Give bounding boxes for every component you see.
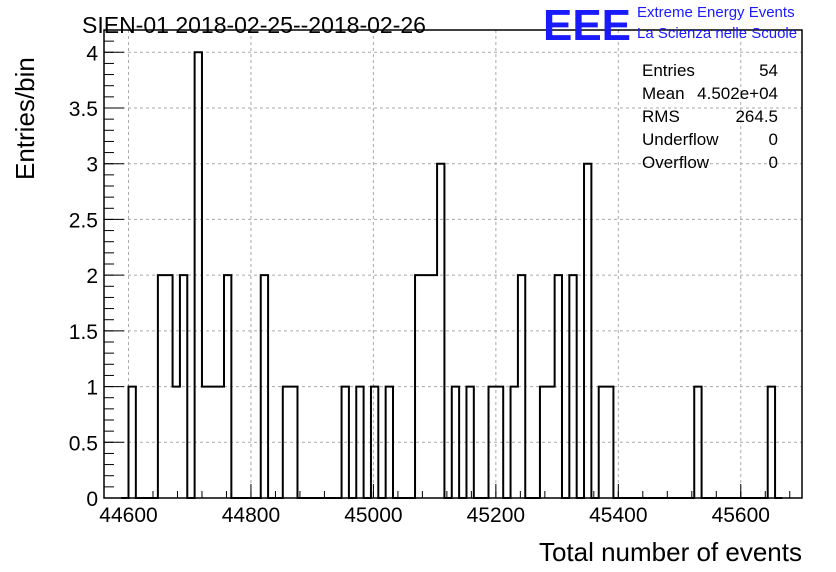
stats-label: Entries — [642, 61, 695, 80]
x-axis-ticks: 44600 44800 45000 45200 45400 45600 — [99, 484, 791, 527]
y-tick-label: 4 — [86, 42, 98, 65]
y-axis-label: Entries/bin — [10, 57, 40, 180]
chart-title: SIEN-01 2018-02-25--2018-02-26 — [82, 12, 426, 38]
stats-value: 0 — [769, 130, 778, 149]
x-tick-label: 45400 — [589, 504, 647, 527]
y-tick-label: 3 — [86, 154, 98, 177]
y-tick-label: 2 — [86, 265, 98, 288]
x-tick-label: 45600 — [712, 504, 770, 527]
stats-label: Underflow — [642, 130, 719, 149]
stats-label: Mean — [642, 84, 685, 103]
stats-label: RMS — [642, 107, 680, 126]
x-tick-label: 45000 — [344, 504, 402, 527]
y-tick-label: 0.5 — [69, 432, 98, 455]
stats-value: 264.5 — [735, 107, 778, 126]
eee-logo-mark: EEE — [543, 1, 631, 50]
y-axis-ticks: 0 0.5 1 1.5 2 2.5 3 3.5 4 — [69, 29, 124, 511]
grid — [104, 30, 802, 498]
eee-logo-line1: Extreme Energy Events — [637, 4, 795, 21]
y-tick-label: 1.5 — [69, 321, 98, 344]
y-tick-label: 3.5 — [69, 98, 98, 121]
y-tick-label: 1 — [86, 377, 98, 400]
y-tick-label: 0 — [86, 488, 98, 511]
x-tick-label: 44600 — [99, 504, 157, 527]
eee-logo-line2: La Scienza nelle Scuole — [637, 25, 797, 42]
eee-logo: EEE Extreme Energy Events La Scienza nel… — [543, 1, 797, 50]
x-tick-label: 44800 — [222, 504, 280, 527]
y-tick-label: 2.5 — [69, 209, 98, 232]
x-tick-label: 45200 — [467, 504, 525, 527]
stats-value: 0 — [769, 153, 778, 172]
stats-value: 54 — [759, 61, 778, 80]
x-axis-label: Total number of events — [539, 537, 802, 567]
stats-box: Entries 54 Mean 4.502e+04 RMS 264.5 Underflow 0… — [642, 61, 778, 172]
stats-value: 4.502e+04 — [697, 84, 778, 103]
stats-label: Overflow — [642, 153, 710, 172]
